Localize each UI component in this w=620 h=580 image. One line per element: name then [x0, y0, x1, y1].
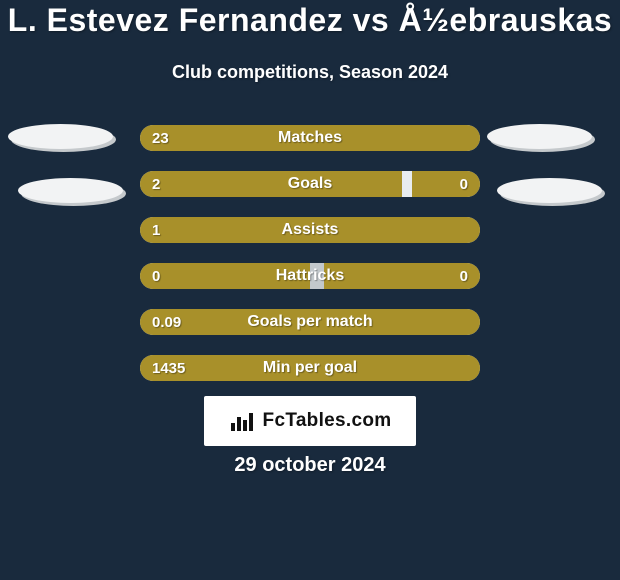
stat-row: 20Goals [140, 171, 480, 197]
page-title: L. Estevez Fernandez vs Å½ebrauskas [0, 2, 620, 39]
left-ellipse-0 [8, 124, 113, 149]
stat-row-label: Goals [140, 171, 480, 197]
fctables-badge: FcTables.com [204, 396, 416, 446]
date-text: 29 october 2024 [0, 454, 620, 477]
stat-row: 1435Min per goal [140, 355, 480, 381]
fctables-text: FcTables.com [263, 410, 392, 432]
bars-icon [229, 409, 257, 433]
stat-row: 1Assists [140, 217, 480, 243]
right-ellipse-1 [497, 178, 602, 203]
stat-row-label: Goals per match [140, 309, 480, 335]
stat-row-label: Hattricks [140, 263, 480, 289]
stat-row: 23Matches [140, 125, 480, 151]
stat-row-label: Assists [140, 217, 480, 243]
page-subtitle: Club competitions, Season 2024 [0, 62, 620, 83]
stat-row-label: Matches [140, 125, 480, 151]
right-ellipse-0 [487, 124, 592, 149]
stat-row: 00Hattricks [140, 263, 480, 289]
comparison-card: L. Estevez Fernandez vs Å½ebrauskas Club… [0, 0, 620, 580]
stat-row: 0.09Goals per match [140, 309, 480, 335]
stat-rows: 23Matches 20Goals 1Assists 00Hattricks 0.09G… [140, 125, 480, 401]
stat-row-label: Min per goal [140, 355, 480, 381]
left-ellipse-1 [18, 178, 123, 203]
